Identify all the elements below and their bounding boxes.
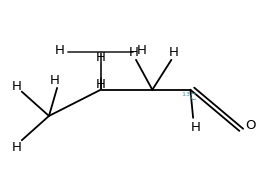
Text: H: H [11, 141, 21, 154]
Text: H: H [11, 79, 21, 93]
Text: H: H [96, 51, 106, 65]
Text: H: H [191, 121, 201, 134]
Text: H: H [169, 46, 179, 59]
Text: H: H [137, 44, 146, 57]
Text: H: H [50, 74, 59, 87]
Text: O: O [245, 119, 255, 132]
Text: H: H [55, 44, 65, 57]
Text: $^{13}$C: $^{13}$C [181, 91, 197, 103]
Text: H: H [96, 78, 106, 91]
Text: H: H [128, 46, 138, 59]
